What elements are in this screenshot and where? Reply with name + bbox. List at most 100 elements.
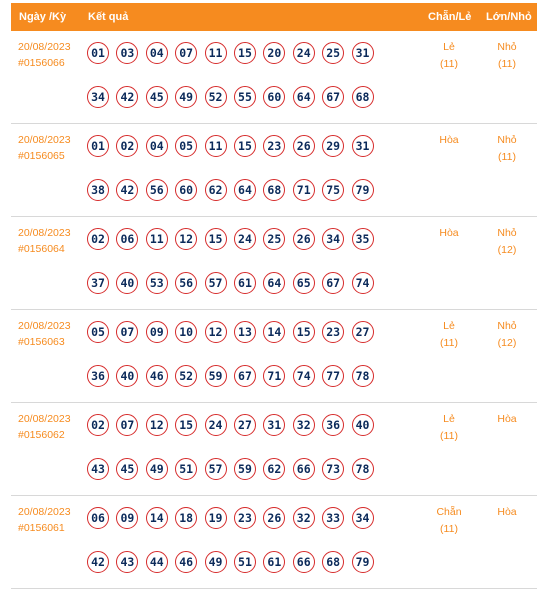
results-table: Ngày /Kỳ Kết quả Chẵn/Lẻ Lớn/Nhỏ 20/08/2… bbox=[11, 3, 537, 589]
number-ball: 14 bbox=[145, 507, 168, 529]
number-ball: 24 bbox=[292, 42, 315, 64]
number-ball: 71 bbox=[263, 365, 286, 387]
number-ball: 65 bbox=[292, 272, 315, 294]
number-ball: 29 bbox=[322, 135, 345, 157]
number-ball: 51 bbox=[233, 551, 256, 573]
number-ball: 38 bbox=[87, 179, 109, 201]
evenodd-value: Lẻ bbox=[443, 320, 455, 332]
bigsmall-value: Nhỏ bbox=[497, 320, 517, 332]
number-ball: 61 bbox=[263, 551, 286, 573]
draw-date: 20/08/2023 bbox=[18, 134, 71, 146]
number-ball: 66 bbox=[292, 551, 315, 573]
bigsmall-count: (11) bbox=[498, 151, 516, 163]
number-ball: 42 bbox=[116, 179, 139, 201]
number-ball: 23 bbox=[263, 135, 286, 157]
draw-date: 20/08/2023 bbox=[18, 506, 71, 518]
number-ball: 60 bbox=[175, 179, 198, 201]
table-row: 20/08/2023 #0156061 06 09 14 18 19 23 26 32 33 34… bbox=[11, 496, 537, 589]
draw-date-cell: 20/08/2023 #0156063 bbox=[18, 318, 71, 350]
result-balls: 01 03 04 07 11 15 20 24 25 31 34 42 45 49 52 55 60 64 67 6… bbox=[87, 38, 397, 126]
number-ball: 57 bbox=[204, 458, 227, 480]
ball-row-1: 02 06 11 12 15 24 25 26 34 35 bbox=[87, 224, 397, 254]
table-body: 20/08/2023 #0156066 01 03 04 07 11 15 20 24 25 31… bbox=[11, 31, 537, 589]
number-ball: 61 bbox=[233, 272, 256, 294]
result-balls: 05 07 09 10 12 13 14 15 23 27 36 40 46 52 59 67 71 74 77 7… bbox=[87, 317, 397, 405]
number-ball: 31 bbox=[263, 414, 286, 436]
number-ball: 45 bbox=[145, 86, 168, 108]
bigsmall-count: (12) bbox=[497, 337, 517, 349]
number-ball: 64 bbox=[292, 86, 315, 108]
bigsmall-value: Nhỏ bbox=[497, 41, 517, 53]
ball-row-1: 05 07 09 10 12 13 14 15 23 27 bbox=[87, 317, 397, 347]
evenodd-count: (11) bbox=[440, 430, 458, 442]
number-ball: 66 bbox=[292, 458, 315, 480]
number-ball: 34 bbox=[322, 228, 345, 250]
number-ball: 11 bbox=[204, 135, 227, 157]
draw-date: 20/08/2023 bbox=[18, 227, 71, 239]
number-ball: 36 bbox=[87, 365, 109, 387]
number-ball: 33 bbox=[322, 507, 345, 529]
number-ball: 01 bbox=[87, 135, 109, 157]
bigsmall-value: Hòa bbox=[497, 413, 517, 425]
result-balls: 01 02 04 05 11 15 23 26 29 31 38 42 56 60 62 64 68 71 75 7… bbox=[87, 131, 397, 219]
number-ball: 52 bbox=[204, 86, 227, 108]
number-ball: 34 bbox=[351, 507, 374, 529]
number-ball: 55 bbox=[233, 86, 256, 108]
number-ball: 05 bbox=[87, 321, 109, 343]
number-ball: 02 bbox=[116, 135, 139, 157]
number-ball: 51 bbox=[175, 458, 198, 480]
evenodd-value: Hòa bbox=[439, 134, 459, 146]
draw-id: #0156065 bbox=[18, 150, 65, 162]
number-ball: 35 bbox=[351, 228, 374, 250]
number-ball: 68 bbox=[351, 86, 374, 108]
number-ball: 62 bbox=[263, 458, 286, 480]
number-ball: 74 bbox=[292, 365, 315, 387]
number-ball: 77 bbox=[322, 365, 345, 387]
number-ball: 26 bbox=[292, 135, 315, 157]
number-ball: 19 bbox=[204, 507, 227, 529]
result-balls: 02 06 11 12 15 24 25 26 34 35 37 40 53 56 57 61 64 65 67 7… bbox=[87, 224, 397, 312]
number-ball: 11 bbox=[145, 228, 168, 250]
evenodd-count: (11) bbox=[440, 523, 458, 535]
number-ball: 40 bbox=[116, 272, 139, 294]
bigsmall-value: Nhỏ bbox=[497, 134, 517, 146]
number-ball: 15 bbox=[175, 414, 198, 436]
header-date: Ngày /Kỳ bbox=[19, 11, 67, 23]
bigsmall-cell: Hòa bbox=[483, 411, 531, 428]
result-balls: 02 07 12 15 24 27 31 32 36 40 43 45 49 51 57 59 62 66 73 7… bbox=[87, 410, 397, 498]
number-ball: 20 bbox=[263, 42, 286, 64]
draw-id: #0156062 bbox=[18, 429, 65, 441]
table-row: 20/08/2023 #0156062 02 07 12 15 24 27 31 32 36 40… bbox=[11, 403, 537, 496]
table-row: 20/08/2023 #0156064 02 06 11 12 15 24 25 26 34 35… bbox=[11, 217, 537, 310]
number-ball: 24 bbox=[204, 414, 227, 436]
number-ball: 44 bbox=[145, 551, 168, 573]
table-header: Ngày /Kỳ Kết quả Chẵn/Lẻ Lớn/Nhỏ bbox=[11, 3, 537, 31]
number-ball: 45 bbox=[116, 458, 139, 480]
evenodd-cell: Hòa bbox=[425, 225, 473, 242]
number-ball: 32 bbox=[292, 414, 315, 436]
number-ball: 05 bbox=[175, 135, 198, 157]
number-ball: 78 bbox=[351, 458, 374, 480]
number-ball: 18 bbox=[175, 507, 198, 529]
number-ball: 12 bbox=[175, 228, 198, 250]
number-ball: 27 bbox=[233, 414, 256, 436]
ball-row-1: 01 03 04 07 11 15 20 24 25 31 bbox=[87, 38, 397, 68]
number-ball: 52 bbox=[175, 365, 198, 387]
draw-date-cell: 20/08/2023 #0156064 bbox=[18, 225, 71, 257]
number-ball: 24 bbox=[233, 228, 256, 250]
ball-row-2: 36 40 46 52 59 67 71 74 77 78 bbox=[87, 361, 397, 391]
number-ball: 53 bbox=[145, 272, 168, 294]
ball-row-1: 01 02 04 05 11 15 23 26 29 31 bbox=[87, 131, 397, 161]
number-ball: 07 bbox=[116, 321, 139, 343]
number-ball: 40 bbox=[116, 365, 139, 387]
number-ball: 46 bbox=[145, 365, 168, 387]
number-ball: 09 bbox=[116, 507, 139, 529]
evenodd-cell: Hòa bbox=[425, 132, 473, 149]
bigsmall-value: Hòa bbox=[497, 506, 517, 518]
number-ball: 31 bbox=[351, 135, 374, 157]
number-ball: 68 bbox=[322, 551, 345, 573]
number-ball: 04 bbox=[145, 135, 168, 157]
number-ball: 11 bbox=[204, 42, 227, 64]
number-ball: 49 bbox=[204, 551, 227, 573]
evenodd-cell: Lẻ (11) bbox=[425, 318, 473, 352]
